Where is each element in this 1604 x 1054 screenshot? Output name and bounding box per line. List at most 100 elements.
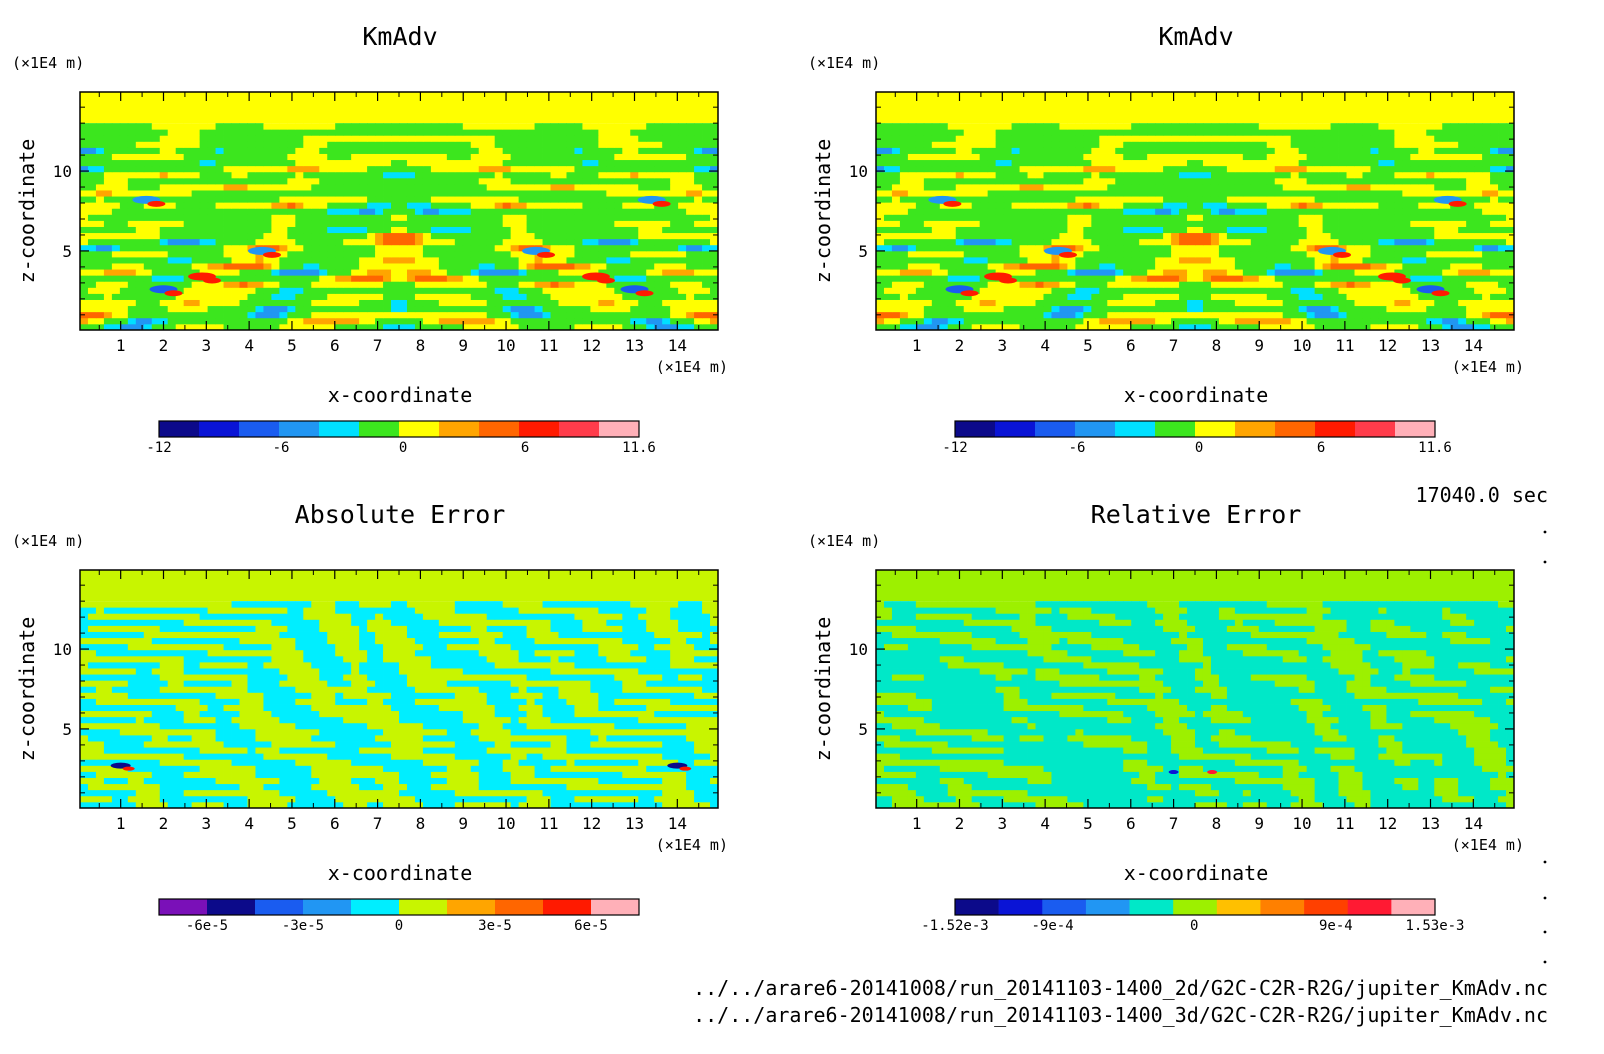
heatmap-cell [422, 220, 432, 227]
heatmap-cell [143, 256, 153, 264]
heatmap-cell [686, 263, 695, 270]
heatmap-cell [406, 183, 416, 191]
heatmap-cell [1426, 305, 1435, 313]
heatmap-cell [143, 147, 153, 154]
heatmap-cell [351, 281, 360, 288]
heatmap-cell [1059, 183, 1068, 191]
heatmap-cell [1195, 311, 1204, 319]
heatmap-cell [1075, 256, 1084, 264]
heatmap-cell [311, 269, 320, 276]
heatmap-cell [80, 256, 89, 264]
heatmap-cell [1362, 293, 1371, 300]
heatmap-cell [622, 244, 631, 252]
heatmap-cell [80, 123, 89, 130]
heatmap-cell [1394, 183, 1403, 191]
heatmap-cell [702, 196, 711, 203]
heatmap-cell [574, 165, 583, 173]
heatmap-cell [1338, 196, 1347, 203]
heatmap-cell [454, 208, 464, 215]
heatmap-cell [414, 287, 424, 294]
heatmap-cell [1362, 177, 1371, 185]
heatmap-cell [883, 226, 893, 234]
heatmap-cell [1442, 214, 1451, 221]
heatmap-cell [963, 299, 973, 307]
heatmap-cell [670, 171, 679, 179]
heatmap-cell [1202, 183, 1212, 191]
heatmap-cell [175, 244, 185, 252]
heatmap-cell [510, 311, 520, 319]
heatmap-cell [955, 263, 965, 270]
heatmap-cell [662, 317, 671, 325]
heatmap-cell [119, 135, 129, 142]
heatmap-cell [111, 220, 121, 227]
heatmap-cell [1043, 244, 1052, 252]
heatmap-cell [135, 263, 145, 270]
heatmap-cell [1155, 232, 1164, 240]
heatmap-cell [1434, 250, 1443, 258]
heatmap-cell [231, 165, 240, 173]
heatmap-cell [494, 311, 504, 319]
heatmap-cell [1418, 317, 1427, 325]
heatmap-cell [1139, 196, 1148, 203]
heatmap-cell [526, 135, 535, 142]
heatmap-cell [1338, 323, 1347, 331]
heatmap-cell [1418, 208, 1427, 215]
heatmap-cell [510, 226, 520, 234]
heatmap-cell [399, 153, 408, 161]
heatmap-cell [614, 250, 623, 258]
heatmap-cell [135, 311, 145, 319]
heatmap-cell [87, 220, 97, 227]
heatmap-cell [1410, 238, 1419, 246]
heatmap-cell [446, 263, 456, 270]
heatmap-cell [399, 311, 408, 319]
heatmap-cell [247, 202, 256, 209]
heatmap-cell [1163, 244, 1172, 252]
heatmap-cell [1426, 275, 1435, 282]
heatmap-cell [1147, 263, 1156, 270]
heatmap-cell [327, 250, 336, 258]
heatmap-cell [915, 293, 925, 300]
heatmap-cell [199, 147, 209, 154]
heatmap-cell [1226, 208, 1236, 215]
heatmap-cell [590, 159, 599, 167]
heatmap-cell [694, 159, 703, 167]
heatmap-cell [1091, 256, 1100, 264]
heatmap-cell [686, 281, 695, 288]
heatmap-cell [534, 159, 543, 167]
heatmap-cell [279, 317, 288, 325]
heatmap-cell [1187, 226, 1196, 234]
heatmap-cell [694, 147, 703, 154]
heatmap-cell [1242, 208, 1252, 215]
heatmap-cell [622, 159, 631, 167]
heatmap-cell [95, 183, 105, 191]
heatmap-cell [327, 244, 336, 252]
heatmap-cell [1394, 256, 1403, 264]
heatmap-cell [135, 147, 145, 154]
heatmap-cell [1458, 238, 1467, 246]
heatmap-cell [710, 269, 719, 276]
heatmap-cell [383, 317, 392, 325]
heatmap-cell [1354, 244, 1363, 252]
heatmap-cell [1115, 214, 1124, 221]
heatmap-cell [1306, 226, 1316, 234]
heatmap-cell [271, 177, 280, 185]
heatmap-cell [383, 147, 392, 154]
heatmap-cell [191, 141, 201, 148]
heatmap-cell [963, 317, 973, 325]
heatmap-cell [335, 147, 344, 154]
colorbar-swatch [199, 421, 240, 437]
heatmap-cell [1226, 226, 1236, 234]
heatmap-cell [422, 305, 432, 313]
heatmap-cell [414, 299, 424, 307]
heatmap-cell [191, 123, 201, 130]
heatmap-cell [183, 183, 193, 191]
heatmap-cell [143, 232, 153, 240]
heatmap-cell [143, 226, 153, 234]
heatmap-cell [574, 141, 583, 148]
heatmap-cell [359, 183, 368, 191]
heatmap-cell [1466, 263, 1475, 270]
heatmap-cell [955, 250, 965, 258]
heatmap-cell [710, 281, 719, 288]
heatmap-cell [175, 190, 185, 197]
heatmap-cell [899, 250, 909, 258]
